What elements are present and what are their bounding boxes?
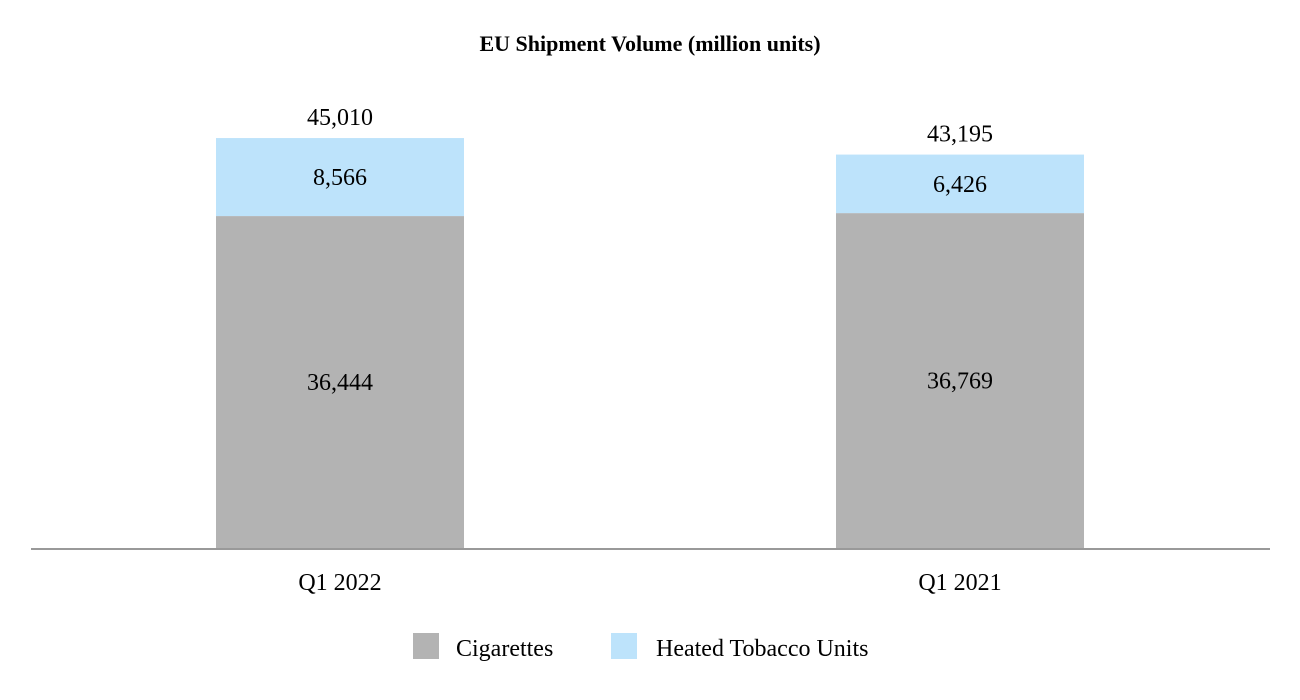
legend-label-heated-tobacco-units: Heated Tobacco Units (656, 636, 868, 662)
data-label-cigarettes-q1-2021: 36,769 (927, 369, 993, 395)
total-label-q1-2022: 45,010 (307, 105, 373, 131)
legend: Cigarettes Heated Tobacco Units (413, 633, 868, 662)
bar-heated-tobacco-units-q1-2022 (216, 138, 464, 217)
legend-swatch-heated-tobacco-units (611, 633, 637, 659)
bar-cigarettes-q1-2022 (216, 216, 464, 548)
x-tick-label-q1-2022: Q1 2022 (298, 570, 381, 596)
bars-group: 36,444 8,566 45,010 36,769 6,426 43,195 (216, 105, 1084, 548)
chart-title: EU Shipment Volume (million units) (479, 31, 820, 56)
legend-swatch-cigarettes (413, 633, 439, 659)
x-tick-labels: Q1 2022 Q1 2021 (298, 570, 1001, 596)
total-label-q1-2021: 43,195 (927, 122, 993, 148)
legend-label-cigarettes: Cigarettes (456, 636, 553, 662)
bar-cigarettes-q1-2021 (836, 213, 1084, 548)
data-label-cigarettes-q1-2022: 36,444 (307, 370, 373, 396)
data-label-heated-tobacco-units-q1-2021: 6,426 (933, 172, 987, 198)
bar-heated-tobacco-units-q1-2021 (836, 154, 1084, 214)
x-tick-label-q1-2021: Q1 2021 (918, 570, 1001, 596)
data-label-heated-tobacco-units-q1-2022: 8,566 (313, 165, 367, 191)
